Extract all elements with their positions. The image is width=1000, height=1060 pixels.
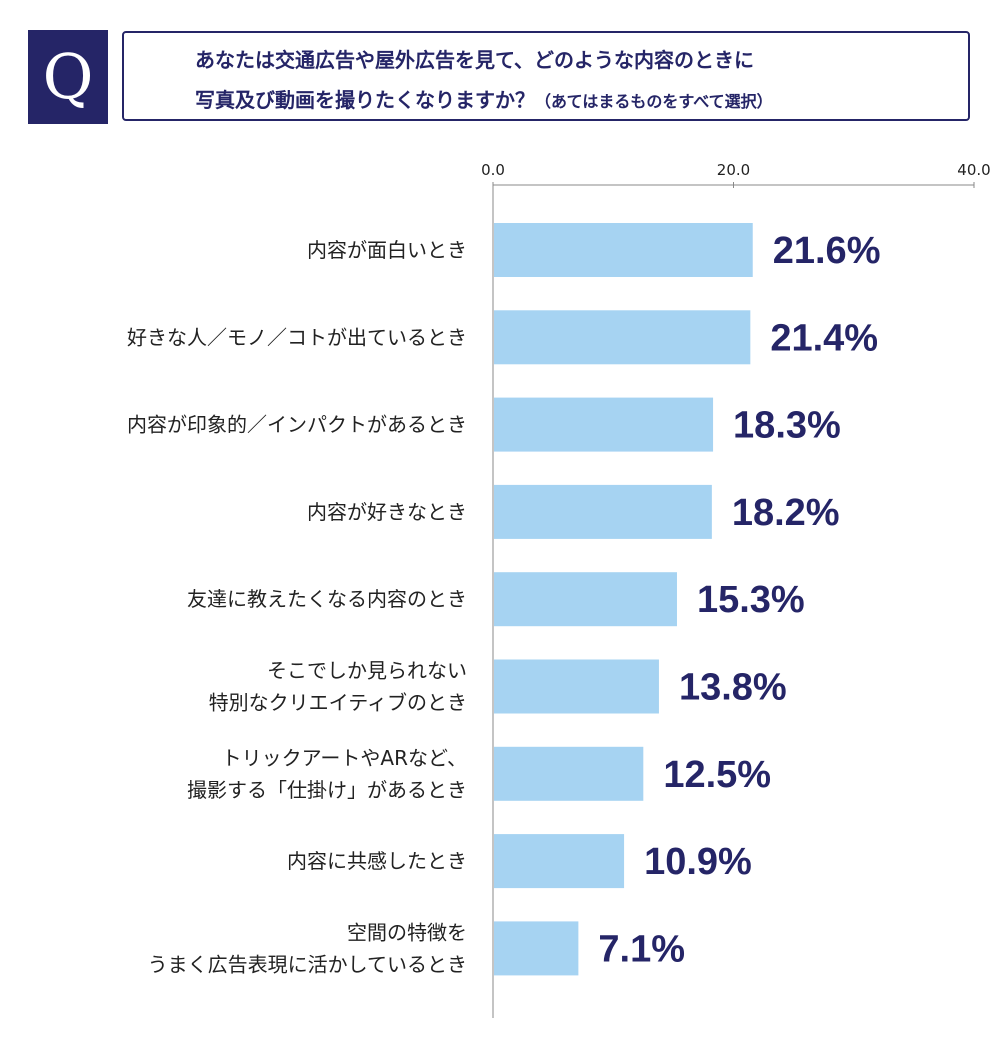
question-text-line2: 写真及び動画を撮りたくなりますか？（あてはまるものをすべて選択） — [195, 84, 773, 113]
bar — [494, 484, 712, 539]
question-note: （あてはまるものをすべて選択） — [535, 92, 773, 111]
bar — [494, 572, 677, 627]
category-label: トリックアートやARなど、撮影する「仕掛け」があるとき — [187, 746, 467, 802]
bar — [494, 746, 644, 801]
bar — [494, 310, 751, 365]
value-label: 18.2% — [732, 492, 840, 534]
question-text-line2-main: 写真及び動画を撮りたくなりますか？ — [195, 88, 535, 112]
x-tick-label: 20.0 — [717, 161, 750, 179]
value-label: 7.1% — [598, 928, 685, 970]
value-label: 21.6% — [773, 230, 881, 272]
value-label: 15.3% — [697, 579, 805, 621]
bar-chart: 0.0 20.0 40.0 内容が面白いとき 21.6% 好きな人／モノ／コトが出ていると… — [127, 161, 991, 1018]
category-label: 内容が面白いとき — [307, 238, 467, 262]
category-label: そこでしか見られない特別なクリエイティブのとき — [209, 659, 467, 715]
value-label: 21.4% — [770, 317, 878, 359]
question-text-line1: あなたは交通広告や屋外広告を見て、どのような内容のときに — [195, 48, 754, 72]
bar — [494, 834, 625, 889]
category-label: 内容が好きなとき — [307, 500, 467, 524]
value-label: 18.3% — [733, 405, 841, 447]
bar — [494, 659, 659, 714]
question-frame — [122, 31, 970, 121]
bar — [494, 397, 714, 452]
value-label: 13.8% — [679, 667, 787, 709]
value-label: 10.9% — [644, 841, 752, 883]
x-tick-label: 0.0 — [481, 161, 505, 179]
category-label: 好きな人／モノ／コトが出ているとき — [127, 325, 467, 349]
bar — [494, 921, 579, 976]
x-tick-label: 40.0 — [957, 161, 990, 179]
category-label: 内容に共感したとき — [287, 849, 467, 873]
question-badge: Q — [28, 30, 108, 124]
category-label: 内容が印象的／インパクトがあるとき — [127, 413, 467, 437]
category-label: 空間の特徴をうまく広告表現に活かしているとき — [148, 920, 467, 976]
bar — [494, 223, 753, 277]
value-label: 12.5% — [663, 754, 771, 796]
category-label: 友達に教えたくなる内容のとき — [187, 587, 467, 611]
